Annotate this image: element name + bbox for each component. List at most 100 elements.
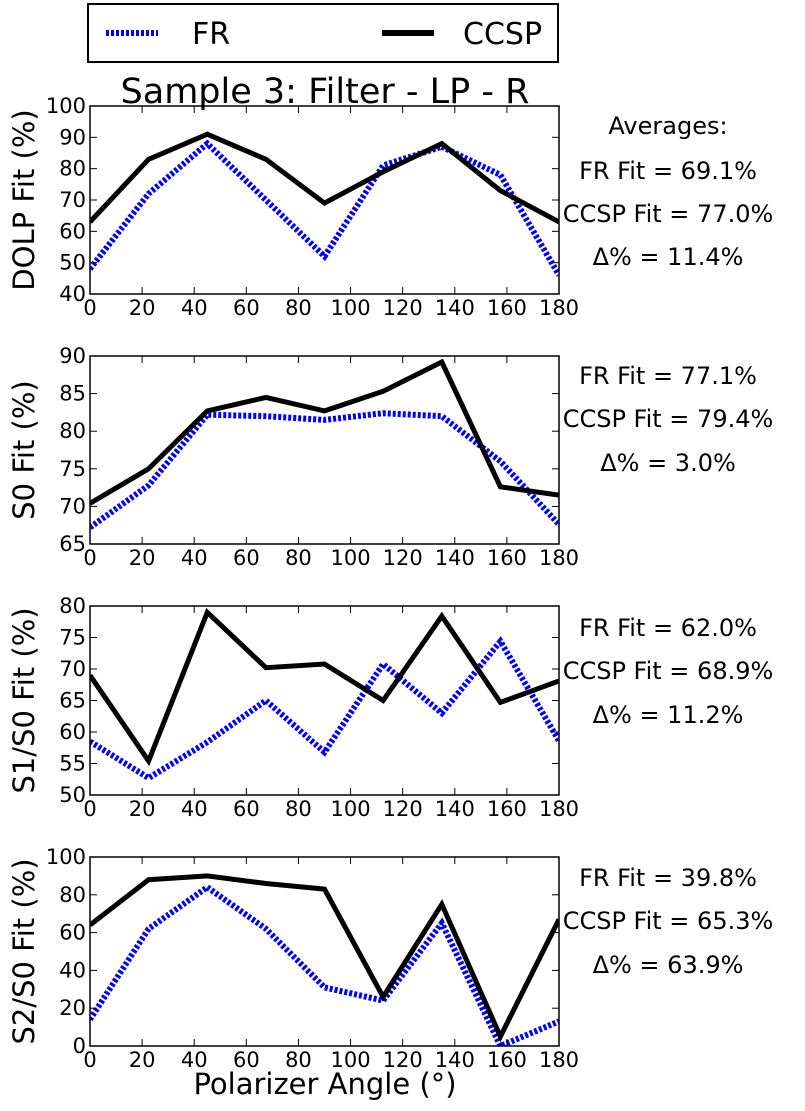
x-tick-label: 60	[233, 1048, 260, 1072]
x-tick-label: 0	[83, 797, 96, 821]
fit-annotation: FR Fit = 77.1%	[579, 362, 757, 390]
series-line-ccsp	[90, 607, 559, 767]
x-tick-label: 100	[331, 546, 371, 570]
x-tick-label: 160	[487, 296, 527, 320]
y-tick-label: 70	[59, 188, 86, 212]
panel-s0: 0 20 40 60 80 100 120 140 160 180 65 70 75 80 85 90 S0 F…	[7, 344, 773, 570]
fit-annotation: Δ% = 3.0%	[600, 449, 736, 477]
panel-s2-s0: 0 20 40 60 80 100 120 140 160 180020406080100S2/S…	[7, 845, 773, 1072]
series-line-fr	[90, 883, 559, 1046]
x-tick-label: 180	[539, 296, 579, 320]
x-tick-label: 80	[285, 296, 312, 320]
x-tick-label: 140	[435, 1048, 475, 1072]
x-tick-label: 100	[331, 1048, 371, 1072]
legend: FR CCSP	[87, 3, 559, 63]
series-line-fr	[90, 636, 559, 782]
plot-frame	[89, 355, 560, 545]
y-tick-label: 100	[46, 94, 86, 118]
panel-dolp: 0 20 40 60 80 100 120 140 160 180405060708090100D…	[7, 94, 773, 320]
fit-annotation: CCSP Fit = 77.0%	[563, 200, 774, 228]
x-axis-label: Polarizer Angle (°)	[193, 1067, 456, 1101]
fit-annotation: CCSP Fit = 68.9%	[563, 657, 774, 685]
y-tick-label: 80	[59, 157, 86, 181]
series-line-ccsp	[90, 358, 559, 506]
fit-annotation: FR Fit = 62.0%	[579, 614, 757, 642]
x-tick-label: 20	[129, 296, 156, 320]
fit-annotation: CCSP Fit = 65.3%	[563, 907, 774, 935]
fit-annotation: Δ% = 11.4%	[593, 243, 744, 271]
y-tick-label: 75	[59, 626, 86, 650]
x-tick-label: 140	[435, 546, 475, 570]
y-tick-label: 90	[59, 125, 86, 149]
plot-frame	[89, 605, 560, 796]
y-tick-label: 75	[59, 457, 86, 481]
x-tick-label: 60	[233, 546, 260, 570]
x-tick-label: 100	[331, 797, 371, 821]
x-tick-label: 40	[181, 546, 208, 570]
y-tick-label: 55	[59, 752, 86, 776]
y-tick-label: 90	[59, 344, 86, 368]
x-tick-label: 0	[83, 296, 96, 320]
y-axis-label: S2/S0 Fit (%)	[7, 858, 41, 1044]
x-tick-label: 20	[129, 797, 156, 821]
series-line-ccsp	[90, 131, 559, 225]
y-tick-label: 0	[73, 1034, 86, 1058]
x-tick-label: 40	[181, 296, 208, 320]
y-tick-label: 70	[59, 657, 86, 681]
x-tick-label: 140	[435, 797, 475, 821]
x-tick-label: 40	[181, 797, 208, 821]
x-tick-label: 120	[383, 296, 423, 320]
y-axis-label: S0 Fit (%)	[7, 380, 41, 519]
y-tick-label: 85	[59, 382, 86, 406]
series-line-ccsp	[90, 873, 559, 1043]
x-tick-label: 180	[539, 546, 579, 570]
legend-ccsp-label: CCSP	[463, 17, 542, 52]
y-tick-label: 60	[59, 921, 86, 945]
x-tick-label: 80	[285, 1048, 312, 1072]
x-tick-label: 100	[331, 296, 371, 320]
x-tick-label: 120	[383, 1048, 423, 1072]
y-tick-label: 50	[59, 783, 86, 807]
x-tick-label: 140	[435, 296, 475, 320]
x-tick-label: 80	[285, 797, 312, 821]
x-tick-label: 0	[83, 1048, 96, 1072]
x-tick-label: 160	[487, 1048, 527, 1072]
y-axis-label: S1/S0 Fit (%)	[7, 607, 41, 793]
legend-fr-label: FR	[192, 17, 230, 52]
y-tick-label: 20	[59, 996, 86, 1020]
x-tick-label: 0	[83, 546, 96, 570]
x-tick-label: 120	[383, 797, 423, 821]
series-line-fr	[90, 139, 559, 277]
fit-annotation: Δ% = 63.9%	[593, 951, 744, 979]
y-tick-label: 40	[59, 958, 86, 982]
x-tick-label: 60	[233, 797, 260, 821]
y-tick-label: 60	[59, 720, 86, 744]
y-tick-label: 60	[59, 219, 86, 243]
y-tick-label: 80	[59, 883, 86, 907]
averages-header: Averages:	[608, 112, 727, 140]
fit-annotation: FR Fit = 39.8%	[579, 864, 757, 892]
y-tick-label: 70	[59, 494, 86, 518]
y-tick-label: 40	[59, 282, 86, 306]
y-tick-label: 100	[46, 845, 86, 869]
panel-s1-s0: 0 20 40 60 80 100 120 140 160 180 50 55 60 65 70 75 80 S1…	[7, 594, 773, 821]
x-tick-label: 160	[487, 546, 527, 570]
y-tick-label: 80	[59, 419, 86, 443]
x-tick-label: 20	[129, 1048, 156, 1072]
y-tick-label: 65	[59, 532, 86, 556]
x-tick-label: 40	[181, 1048, 208, 1072]
fit-annotation: FR Fit = 69.1%	[579, 157, 757, 185]
x-tick-label: 160	[487, 797, 527, 821]
x-tick-label: 180	[539, 1048, 579, 1072]
y-axis-label: DOLP Fit (%)	[7, 109, 41, 290]
x-tick-label: 180	[539, 797, 579, 821]
x-tick-label: 20	[129, 546, 156, 570]
fit-annotation: CCSP Fit = 79.4%	[563, 405, 774, 433]
y-tick-label: 50	[59, 251, 86, 275]
legend-box	[87, 3, 559, 63]
plot-frame	[89, 856, 560, 1047]
y-tick-label: 80	[59, 594, 86, 618]
x-tick-label: 60	[233, 296, 260, 320]
x-tick-label: 120	[383, 546, 423, 570]
